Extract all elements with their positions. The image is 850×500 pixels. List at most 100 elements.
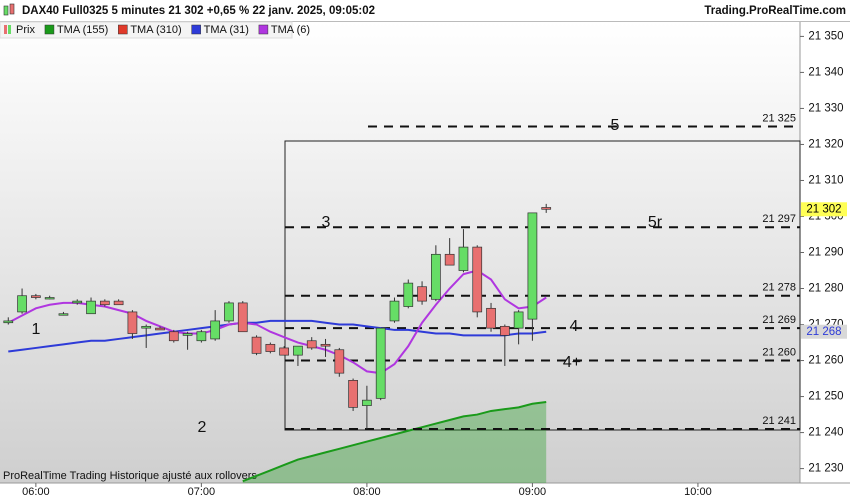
annotation-box [284,140,801,431]
price-tag [801,324,847,339]
x-tick-label: 07:00 [188,486,216,498]
ma-line [7,269,547,375]
candle-body [348,380,358,408]
annotation: 1 [32,321,41,338]
candle-body [417,286,427,302]
annotation: 4+ [563,354,581,371]
y-tick-label: 21 280 [808,283,843,295]
ma-line [8,319,547,353]
level-label: 21 241 [762,415,796,427]
ma-area [242,401,547,483]
y-tick-label: 21 340 [808,66,843,78]
legend-swatch [191,24,201,35]
legend: Prix TMA (155) TMA (310) TMA (31) TMA (6) [0,21,310,39]
price-tag-label: 21 302 [806,203,841,215]
candle-body [251,336,262,354]
candle-body [444,253,455,266]
candle-body [237,302,248,333]
candle-body [17,295,27,313]
y-tick-label: 21 320 [808,138,843,150]
legend-background [0,21,293,39]
price-tag [801,202,847,217]
candle-body [224,302,234,322]
candle-body [334,349,345,374]
annotation: 5 [611,117,620,134]
y-tick-label: 21 290 [808,247,843,259]
x-tick-label: 10:00 [684,486,712,498]
y-tick-label: 21 310 [808,175,843,187]
header-icon [9,3,15,15]
candle-body [389,300,400,322]
level-label: 21 278 [762,282,796,294]
candle-body [265,343,276,352]
legend-swatch [8,25,11,34]
candle-body [127,311,138,334]
annotation: 2 [198,419,207,436]
candle-body [403,282,414,307]
chart-title: DAX40 Full0325 5 minutes 21 302 +0,65 % … [22,5,375,17]
candle-body [527,212,538,320]
candle-body [431,253,441,300]
candle-body [141,325,152,329]
candle-body [210,320,221,340]
y-tick-label: 21 330 [808,102,843,114]
legend-label: TMA (31) [204,24,249,36]
candle-body [182,333,193,336]
candle-body [99,300,110,306]
price-tag-label: 21 268 [806,326,841,338]
level-label: 21 260 [762,346,796,358]
x-tick-label: 08:00 [353,486,381,498]
y-tick-label: 21 240 [808,427,843,439]
annotation: 4 [570,318,579,335]
y-tick-label: 21 250 [808,391,843,403]
candle-body [293,345,303,356]
candle-body [499,325,510,336]
x-tick-label: 09:00 [519,486,547,498]
y-tick-label: 21 350 [808,30,843,42]
candle-body [513,311,524,329]
ma-line [242,400,547,483]
candle-body [58,313,69,316]
legend-label: TMA (6) [271,24,310,36]
level-label: 21 297 [762,213,796,225]
candle-body [541,207,552,210]
source: Trading.ProRealTime.com [704,5,846,17]
candle-body [472,246,483,313]
candle-body [44,297,55,300]
legend-label: TMA (155) [57,24,108,36]
header-icon [3,5,9,16]
candle-body [196,331,207,342]
candle-body [31,295,41,298]
candle-body [3,320,14,324]
candle-body [458,246,469,271]
footnote: ProRealTime Trading Historique ajusté au… [3,470,257,482]
level-label: 21 269 [762,314,796,326]
legend-label: Prix [16,24,35,36]
candle-body [113,300,124,306]
candle-body [86,300,96,315]
legend-swatch [44,24,55,35]
legend-swatch [118,24,128,35]
legend-swatch [4,25,7,34]
plot-background [0,22,800,483]
candle-body [486,307,496,329]
candle-body [155,327,165,331]
level-label: 21 325 [762,112,796,124]
axis-background [800,22,850,500]
annotation: 5r [648,214,663,231]
candle-body [279,347,289,356]
candle-body [375,327,386,399]
candle-body [306,340,317,349]
y-tick-label: 21 260 [808,355,843,367]
y-tick-label: 21 230 [808,463,843,475]
candle-body [168,331,179,342]
candle-body [362,399,372,406]
legend-swatch [258,24,269,35]
candle-body [72,300,83,304]
candle-body [320,343,331,347]
legend-label: TMA (310) [130,24,181,36]
x-tick-label: 06:00 [22,486,50,498]
annotation: 3 [322,214,331,231]
